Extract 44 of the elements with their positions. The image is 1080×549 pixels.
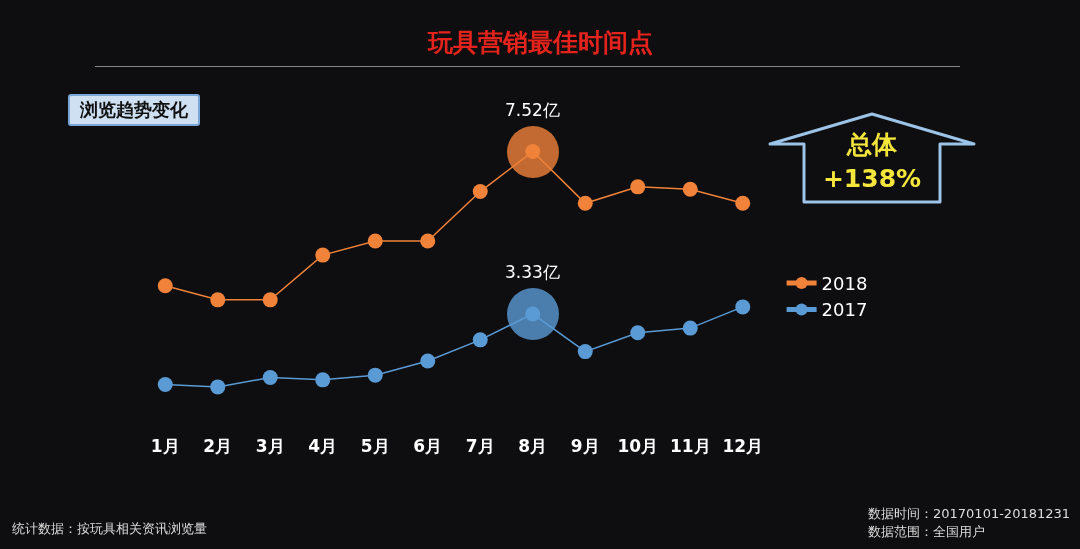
- annotation: 3.33亿: [505, 262, 560, 282]
- point: [262, 292, 278, 308]
- point: [630, 179, 646, 195]
- point: [682, 181, 698, 197]
- point: [735, 195, 751, 211]
- point: [420, 353, 436, 369]
- point: [577, 344, 593, 360]
- point: [315, 247, 331, 263]
- text: 数据时间：20170101-20181231: [868, 505, 1071, 523]
- point: [420, 233, 436, 249]
- x-tick-label: 6月: [413, 436, 443, 456]
- x-tick-label: 4月: [308, 436, 338, 456]
- point: [210, 379, 226, 395]
- point: [157, 377, 173, 393]
- x-tick-label: 2月: [203, 436, 233, 456]
- chart-title: 玩具营销最佳时间点: [426, 27, 654, 59]
- legend-label: 2018: [821, 273, 868, 295]
- x-tick-label: 10月: [617, 436, 659, 456]
- point: [262, 370, 278, 385]
- legend-label: 2017: [821, 299, 868, 321]
- point: [682, 320, 698, 336]
- point: [472, 184, 488, 200]
- point: [157, 278, 173, 294]
- x-tick-label: 12月: [722, 436, 764, 456]
- point: [315, 372, 331, 388]
- chart-subtitle: 浏览趋势变化: [68, 94, 200, 126]
- x-tick-label: 1月: [150, 436, 180, 456]
- x-tick-label: 9月: [570, 436, 600, 456]
- point: [577, 195, 593, 211]
- x-tick-label: 3月: [255, 436, 285, 456]
- text: 统计数据：按玩具相关资讯浏览量: [12, 520, 207, 538]
- x-tick-label: 7月: [465, 436, 495, 456]
- text: 总体 +138%: [821, 129, 923, 195]
- annotation: 7.52亿: [505, 100, 560, 120]
- x-tick-label: 11月: [669, 436, 711, 456]
- point: [367, 233, 383, 249]
- point: [630, 325, 646, 341]
- text: 数据范围：全国用户: [868, 523, 985, 541]
- x-tick-label: 5月: [360, 436, 390, 456]
- point: [367, 367, 383, 383]
- x-tick-label: 8月: [518, 436, 548, 456]
- point: [210, 292, 226, 308]
- point: [472, 332, 488, 348]
- point: [735, 299, 751, 315]
